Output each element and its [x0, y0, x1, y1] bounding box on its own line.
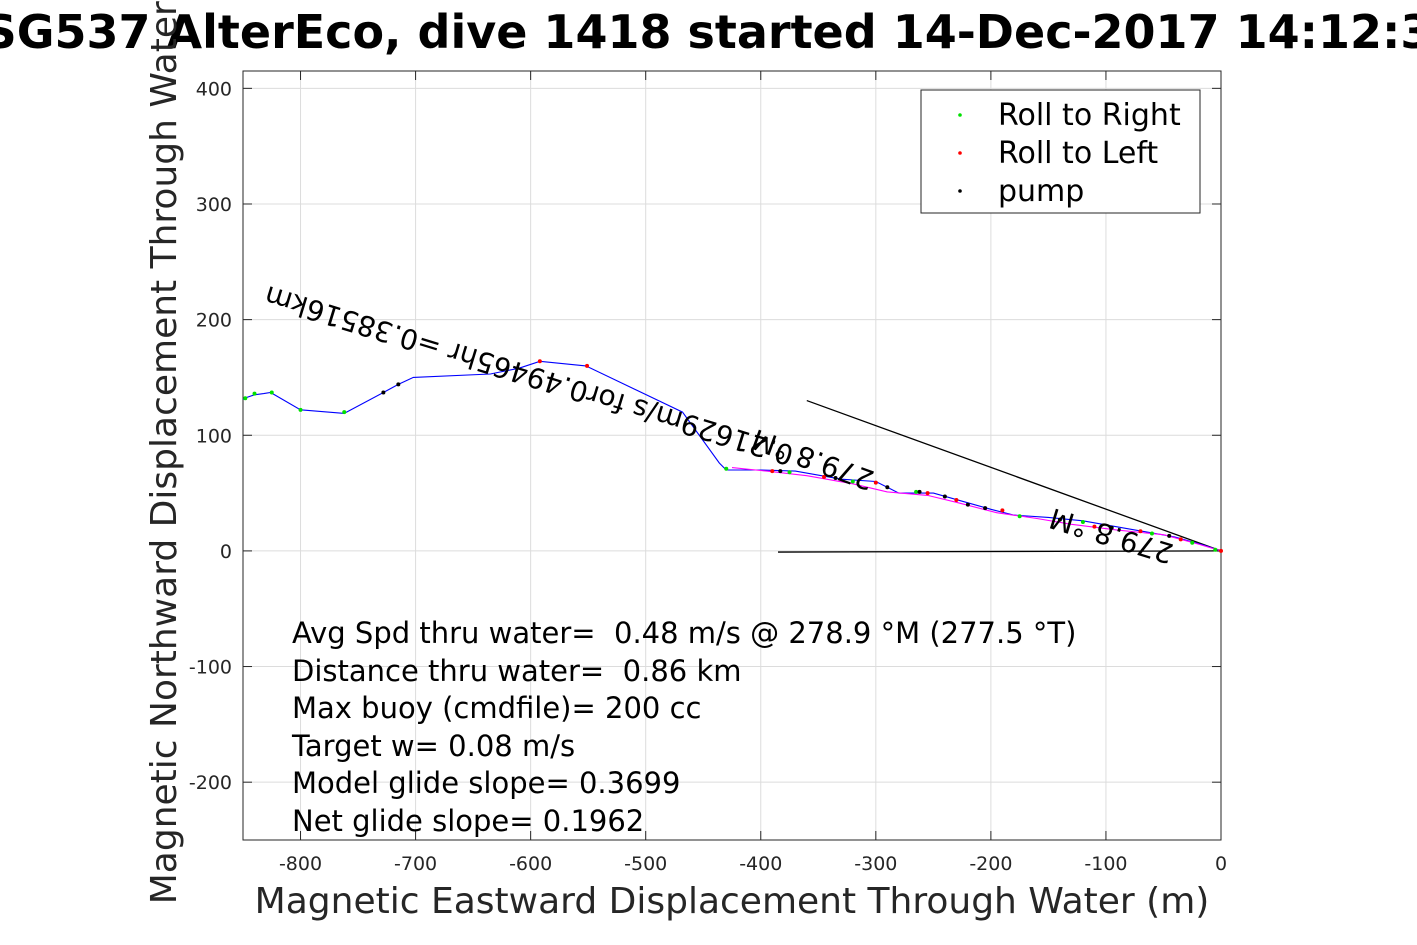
legend-roll-right-label: Roll to Right	[998, 98, 1181, 133]
roll-right-marker	[269, 390, 274, 395]
legend-roll-right-marker	[958, 113, 962, 117]
y-tick-label: -100	[189, 657, 232, 679]
rotated-labels: 0.21629m/s for0.49465hr =0.38516km279.8 …	[261, 279, 1177, 570]
y-tick-label: 100	[196, 425, 232, 447]
rotated-track-label: 279.8 °M	[747, 422, 878, 497]
pump-marker	[965, 502, 970, 507]
reference-line	[806, 399, 1222, 552]
series-lines	[242, 360, 1222, 552]
annotation-distance: Distance thru water= 0.86 km	[292, 654, 742, 688]
annotation-avg-speed: Avg Spd thru water= 0.48 m/s @ 278.9 °M …	[292, 616, 1076, 650]
roll-left-marker	[873, 480, 878, 485]
roll-right-marker	[914, 489, 919, 494]
annotation-max-buoy: Max buoy (cmdfile)= 200 cc	[292, 691, 701, 725]
legend-pump-label: pump	[998, 174, 1084, 209]
y-tick-label: 300	[196, 194, 232, 216]
legend-roll-left-marker	[958, 151, 962, 155]
x-tick-label: -400	[739, 853, 782, 875]
roll-left-marker	[770, 469, 775, 474]
pump-marker	[396, 382, 401, 387]
x-tick-label: -500	[624, 853, 667, 875]
y-tick-label: 200	[196, 310, 232, 332]
rotated-track-label: 0.21629m/s for0.49465hr =0.38516km	[261, 279, 798, 472]
roll-left-marker	[1219, 548, 1223, 553]
legend: Roll to Right Roll to Left pump	[920, 89, 1201, 214]
roll-right-marker	[243, 396, 248, 401]
pump-marker	[381, 390, 386, 395]
x-tick-label: -700	[394, 853, 437, 875]
pump-marker	[1167, 533, 1172, 538]
roll-right-marker	[252, 391, 257, 396]
roll-left-marker	[822, 474, 827, 479]
y-axis-label: Magnetic Northward Displacement Through …	[144, 0, 185, 904]
x-tick-label: -300	[854, 853, 897, 875]
roll-right-marker	[1190, 540, 1195, 545]
reference-lines	[778, 399, 1222, 553]
marker-points	[243, 359, 1223, 553]
pump-marker	[983, 506, 988, 511]
roll-left-marker	[1178, 537, 1183, 542]
roll-right-marker	[850, 479, 855, 484]
roll-left-marker	[925, 491, 930, 496]
pump-marker	[1109, 525, 1114, 530]
legend-pump-marker	[958, 189, 962, 193]
x-tick-label: -100	[1084, 853, 1127, 875]
legend-box	[920, 89, 1201, 214]
roll-left-marker	[1138, 529, 1143, 534]
track-line	[242, 360, 1222, 552]
track-line	[731, 467, 1222, 552]
x-tick-label: -600	[509, 853, 552, 875]
roll-right-marker	[1149, 531, 1154, 536]
annotation-model-glide-slope: Model glide slope= 0.3699	[292, 766, 680, 800]
plot-area-frame	[242, 70, 1222, 841]
roll-left-marker	[1000, 508, 1005, 513]
x-tick-labels: -800 -700 -600 -500 -400 -300 -200 -100 0	[279, 853, 1227, 875]
roll-right-marker	[787, 470, 792, 475]
annotation-block: Avg Spd thru water= 0.48 m/s @ 278.9 °M …	[291, 616, 1076, 838]
y-tick-label: 400	[196, 78, 232, 100]
pump-marker	[1057, 517, 1062, 522]
pump-marker	[942, 494, 947, 499]
y-tick-label: -200	[189, 772, 232, 794]
legend-roll-left-label: Roll to Left	[998, 136, 1158, 171]
pump-marker	[778, 469, 783, 474]
y-tick-labels: -200 -100 0 100 200 300 400	[189, 78, 232, 794]
roll-right-marker	[724, 466, 729, 471]
x-axis-label: Magnetic Eastward Displacement Through W…	[255, 881, 1210, 922]
roll-right-marker	[1017, 514, 1022, 519]
roll-right-marker	[342, 410, 347, 415]
x-tick-label: -200	[969, 853, 1012, 875]
x-tick-label: -800	[279, 853, 322, 875]
annotation-net-glide-slope: Net glide slope= 0.1962	[292, 804, 644, 838]
reference-line	[778, 550, 1222, 553]
x-tick-label: 0	[1215, 853, 1227, 875]
roll-left-marker	[537, 359, 542, 364]
roll-left-marker	[954, 498, 959, 503]
roll-right-marker	[1213, 547, 1218, 552]
roll-right-marker	[1080, 519, 1085, 524]
pump-marker	[833, 476, 838, 481]
pump-marker	[917, 489, 922, 494]
y-tick-label: 0	[220, 541, 232, 563]
chart-title: SG537 AlterEco, dive 1418 started 14-Dec…	[0, 5, 1417, 59]
pump-marker	[885, 485, 890, 490]
annotation-target-w: Target w= 0.08 m/s	[291, 729, 575, 763]
roll-left-marker	[585, 363, 590, 368]
roll-right-marker	[298, 407, 303, 412]
roll-left-marker	[1092, 524, 1097, 529]
